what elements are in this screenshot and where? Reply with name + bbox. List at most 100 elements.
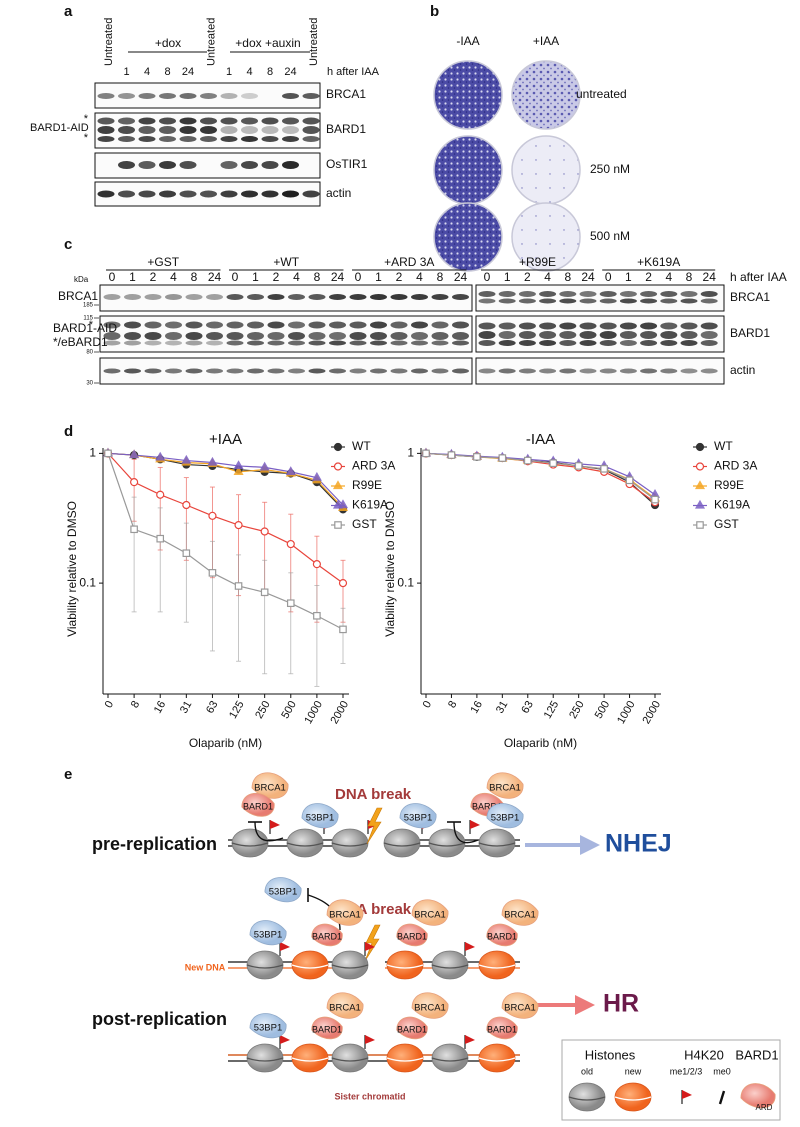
band [452,368,469,374]
point [260,527,269,536]
point [181,454,192,464]
flag [365,1035,375,1044]
flag [365,942,375,951]
band [539,322,557,330]
histone-wrap [231,842,269,847]
series-line [425,452,656,501]
protein-bard1 [241,792,275,817]
band [247,294,264,300]
label: Untreated [103,18,115,66]
label: BRCA1 [326,87,366,101]
label: b [430,3,439,20]
band [226,294,244,300]
band [349,332,367,340]
band [539,340,557,346]
label: 4 [665,270,672,284]
label: BARD1-AID [53,321,117,335]
band [282,161,299,169]
legend-marker [695,462,705,471]
band [302,93,320,99]
band [261,126,279,134]
band [518,322,536,330]
protein-brca1 [501,899,539,926]
arrow-head [575,995,595,1015]
band [518,331,536,339]
band [660,298,678,304]
band [118,161,135,169]
protein-bard1 [311,1016,343,1040]
protein-label: BARD1 [312,1024,342,1034]
histone-wrap [614,1096,652,1101]
band [267,321,285,329]
legend-label: GST [714,517,739,531]
band [431,340,449,346]
band [370,368,387,374]
band [288,321,305,329]
band [700,331,718,339]
band [640,368,658,374]
band [329,294,346,300]
band [640,322,658,330]
x-tick-label: 31 [178,699,195,716]
band [478,340,496,346]
inhibition [254,821,284,842]
flag [270,820,280,829]
band [390,368,408,374]
x-tick-label: 8 [446,699,459,710]
band [165,368,182,374]
band [179,93,197,99]
band [329,321,346,329]
histone-wrap [331,1057,369,1062]
label: 0 [109,270,116,284]
point [447,451,456,459]
band [138,93,156,99]
histone-old [331,950,369,980]
label: new [625,1066,642,1076]
band [200,136,217,142]
band [452,340,469,346]
band [118,126,135,134]
histone-wrap [568,1096,606,1101]
histone-new [478,1043,516,1073]
band [261,136,279,142]
band [700,322,718,330]
band [680,291,698,297]
band [660,291,678,297]
point [156,534,165,543]
band [599,340,617,346]
chart-title: +IAA [209,431,242,448]
band [97,136,115,142]
band [200,190,217,198]
band [518,298,536,304]
point [182,500,191,510]
band [241,136,258,142]
band [200,117,217,125]
label: 24 [703,270,717,284]
x-tick-label: 125 [542,699,562,721]
label: BARD1 [735,1047,778,1062]
label: 8 [437,270,444,284]
error-bar [262,559,268,675]
histone-old [286,828,324,858]
band [411,340,428,346]
histone-new [291,1043,329,1073]
legend-label: ARD 3A [714,459,757,473]
band [579,340,597,346]
point [208,569,217,577]
band [431,368,449,374]
band [220,190,238,198]
protein-53bp1 [399,803,437,829]
label: 2 [150,270,157,284]
band [390,321,408,329]
band [308,340,326,346]
band [159,161,176,169]
band [640,298,658,304]
histone-wrap [291,1057,329,1062]
band [159,93,176,99]
protein-brca1 [501,992,539,1019]
band [680,340,698,346]
band [680,331,698,339]
protein-brca1 [411,899,449,926]
band [220,93,238,99]
band [619,291,637,297]
